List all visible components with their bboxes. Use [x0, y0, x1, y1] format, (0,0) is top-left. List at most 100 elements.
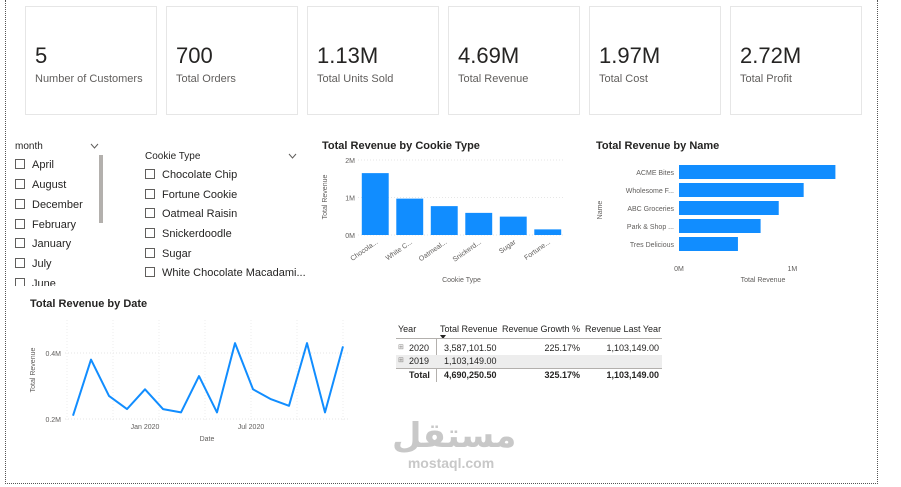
cell-total-revenue: 4,690,250.50 — [444, 370, 497, 380]
slicer-item-fortune-cookie[interactable]: Fortune Cookie — [145, 188, 237, 202]
x-tick-label: Sugar — [498, 239, 518, 256]
slicer-item-january[interactable]: January — [15, 237, 71, 251]
checkbox[interactable] — [15, 238, 25, 249]
checkbox[interactable] — [15, 219, 25, 230]
y-tick-label: Park & Shop ... — [627, 224, 674, 231]
slicer-item-april[interactable]: April — [15, 158, 54, 172]
x-tick-label: Jan 2020 — [131, 424, 160, 431]
slicer-item-february[interactable]: February — [15, 218, 76, 232]
kpi-card-customers[interactable]: 5 Number of Customers — [25, 6, 157, 115]
mostaql-watermark: مستقل mostaql.com — [392, 416, 517, 480]
y-axis-label: Name — [597, 201, 604, 220]
y-tick-label: 0M — [345, 233, 355, 240]
checkbox[interactable] — [15, 179, 25, 190]
cookie-type-slicer[interactable]: Cookie Type Chocolate Chip Fortune Cooki… — [145, 151, 306, 286]
slicer-item-white-chocolate[interactable]: White Chocolate Macadami... — [145, 266, 306, 280]
revenue-by-cookie-type-chart[interactable]: 0M 1M 2M Chocola... White C... Oatmeal... Snic… — [315, 152, 580, 287]
series-line — [72, 342, 344, 417]
kpi-label: Total Orders — [176, 73, 236, 85]
slicer-scrollbar[interactable] — [99, 155, 103, 223]
slicer-item-sugar[interactable]: Sugar — [145, 247, 191, 261]
kpi-value: 1.13M — [317, 43, 379, 68]
bar — [499, 216, 527, 235]
kpi-label: Number of Customers — [35, 73, 143, 85]
watermark-arabic: مستقل — [392, 416, 517, 456]
kpi-value: 5 — [35, 43, 48, 68]
y-tick-label: Wholesome F... — [626, 188, 674, 195]
bar — [430, 206, 458, 235]
checkbox[interactable] — [15, 258, 25, 269]
kpi-value: 2.72M — [740, 43, 802, 68]
x-axis-label: Total Revenue — [741, 277, 786, 284]
slicer-item-snickerdoodle[interactable]: Snickerdoodle — [145, 227, 232, 241]
cell-last-year: 1,103,149.00 — [606, 343, 659, 353]
x-axis-label: Cookie Type — [442, 277, 481, 284]
revenue-by-date-chart[interactable]: 0.2M 0.4M Jan 2020 Jul 2020 Date Total Revenu… — [25, 315, 355, 445]
kpi-card-orders[interactable]: 700 Total Orders — [166, 6, 298, 115]
expand-icon[interactable]: ⊞ — [398, 357, 404, 364]
kpi-label: Total Revenue — [458, 73, 529, 85]
y-tick-label: 2M — [345, 158, 355, 165]
cell-growth: 325.17% — [544, 370, 580, 380]
table-total-row: Total 4,690,250.50 325.17% 1,103,149.00 — [396, 368, 662, 382]
slicer-item-june[interactable]: June — [15, 277, 56, 286]
report-canvas — [5, 0, 878, 484]
chevron-down-icon[interactable] — [90, 143, 99, 149]
kpi-card-units-sold[interactable]: 1.13M Total Units Sold — [307, 6, 439, 115]
bar — [679, 183, 804, 197]
chart-title-name: Total Revenue by Name — [596, 140, 720, 152]
kpi-label: Total Cost — [599, 73, 648, 85]
kpi-card-revenue[interactable]: 4.69M Total Revenue — [448, 6, 580, 115]
checkbox[interactable] — [15, 278, 25, 286]
x-tick-label: White C... — [385, 239, 414, 262]
table-row: ⊞ 2019 1,103,149.00 — [396, 355, 662, 368]
kpi-label: Total Profit — [740, 73, 792, 85]
bar — [679, 219, 761, 233]
slicer-item-august[interactable]: August — [15, 178, 66, 192]
bar — [396, 198, 424, 235]
slicer-item-july[interactable]: July — [15, 257, 52, 271]
sort-descending-icon[interactable] — [440, 335, 446, 340]
month-slicer-header: month — [15, 141, 43, 152]
x-axis-label: Date — [200, 436, 215, 443]
checkbox[interactable] — [145, 248, 155, 259]
checkbox[interactable] — [145, 228, 155, 239]
slicer-item-chocolate-chip[interactable]: Chocolate Chip — [145, 168, 237, 182]
column-header-total-revenue[interactable]: Total Revenue — [440, 324, 498, 334]
slicer-item-oatmeal-raisin[interactable]: Oatmeal Raisin — [145, 207, 237, 221]
x-tick-label: Chocola... — [350, 239, 380, 263]
total-divider — [396, 368, 662, 369]
checkbox[interactable] — [15, 199, 25, 210]
y-tick-label: 0.4M — [45, 351, 61, 358]
checkbox[interactable] — [145, 169, 155, 180]
bar — [465, 212, 493, 235]
column-header-revenue-last-year[interactable]: Revenue Last Year — [585, 324, 662, 334]
cookie-slicer-header: Cookie Type — [145, 151, 201, 162]
slicer-item-december[interactable]: December — [15, 198, 83, 212]
table-row: ⊞ 2020 3,587,101.50 225.17% 1,103,149.00 — [396, 342, 662, 356]
chevron-down-icon[interactable] — [288, 153, 297, 159]
bar — [679, 237, 738, 251]
cell-total-label: Total — [409, 370, 430, 380]
bar — [679, 201, 779, 215]
column-header-revenue-growth[interactable]: Revenue Growth % — [502, 324, 581, 334]
column-header-year[interactable]: Year — [398, 324, 417, 334]
chart-title-date: Total Revenue by Date — [30, 298, 148, 310]
header-divider — [396, 338, 662, 339]
month-slicer[interactable]: month April August December February Jan… — [15, 141, 105, 286]
checkbox[interactable] — [145, 189, 155, 200]
x-tick-label: 0M — [674, 266, 684, 273]
kpi-card-cost[interactable]: 1.97M Total Cost — [589, 6, 721, 115]
cell-total-revenue: 1,103,149.00 — [444, 356, 497, 366]
kpi-label: Total Units Sold — [317, 73, 394, 85]
kpi-card-profit[interactable]: 2.72M Total Profit — [730, 6, 862, 115]
expand-icon[interactable]: ⊞ — [398, 344, 404, 351]
checkbox[interactable] — [145, 267, 155, 278]
y-tick-label: 1M — [345, 196, 355, 203]
x-tick-label: Jul 2020 — [238, 424, 265, 431]
checkbox[interactable] — [15, 159, 25, 170]
x-tick-label: 1M — [787, 266, 797, 273]
y-tick-label: Tres Delicious — [630, 242, 675, 249]
revenue-by-name-chart[interactable]: ACME Bites Wholesome F... ABC Groceries Par… — [590, 155, 855, 287]
checkbox[interactable] — [145, 208, 155, 219]
